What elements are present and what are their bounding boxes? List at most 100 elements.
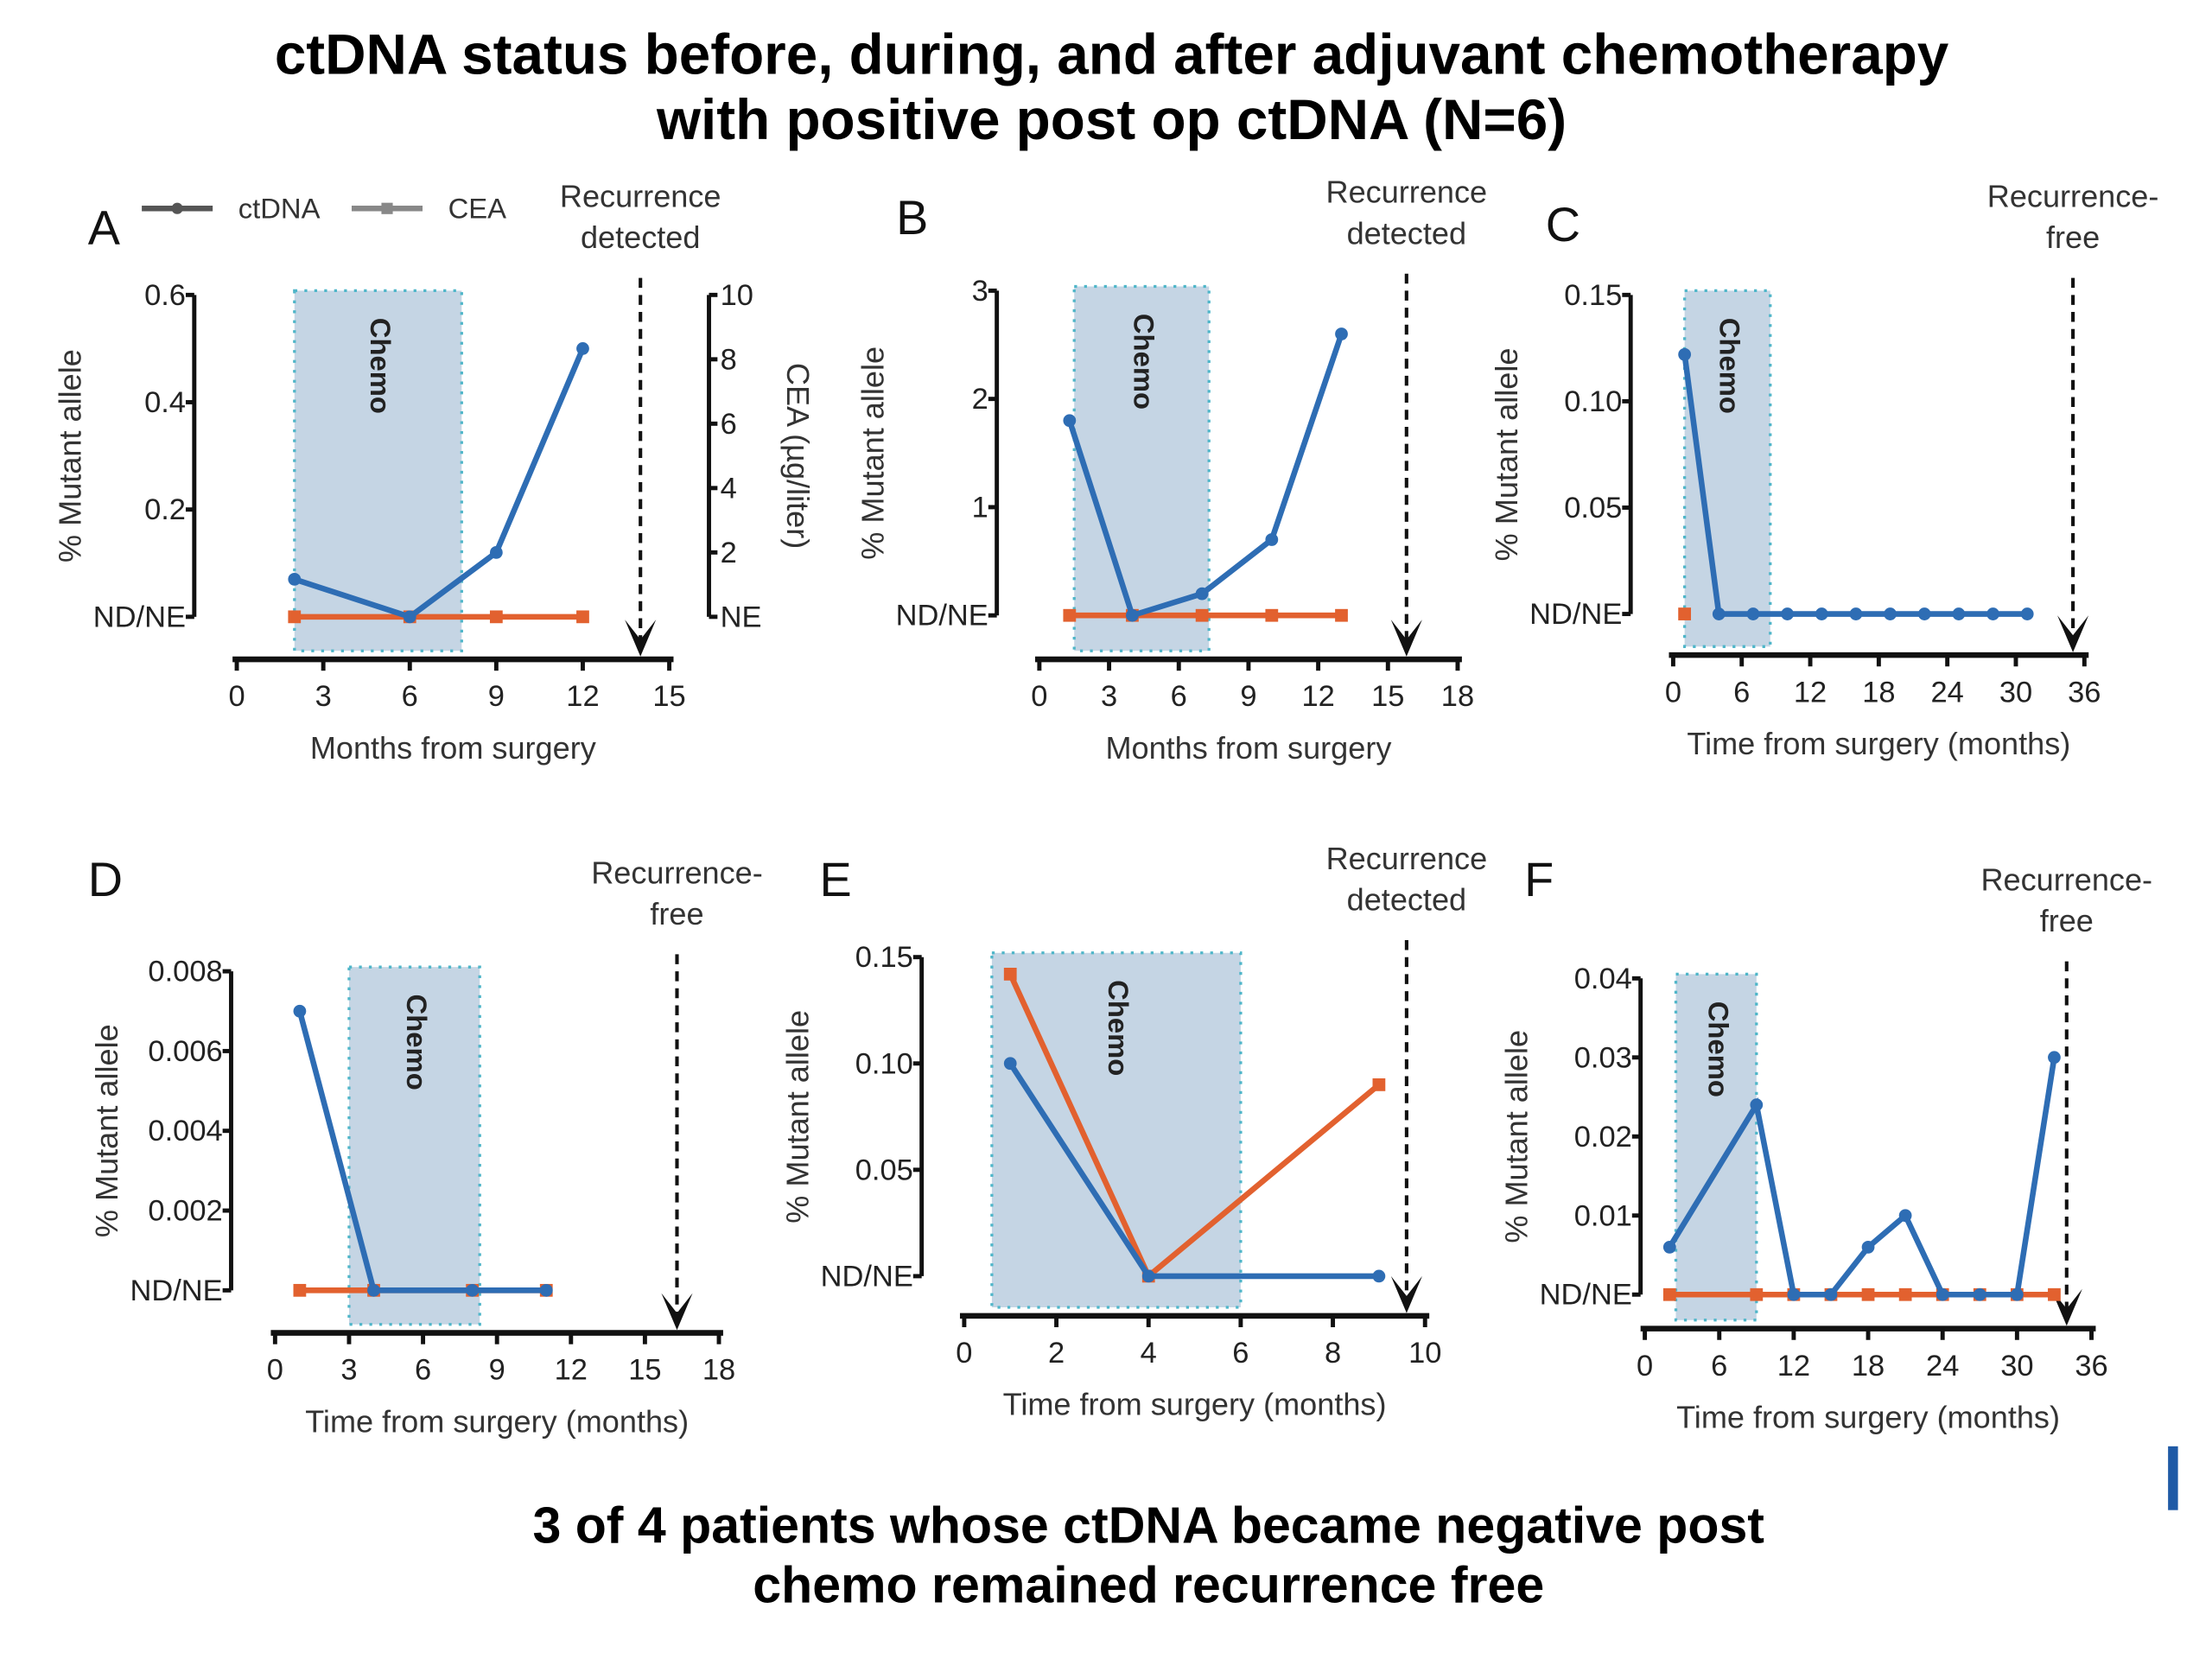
arrow-down-icon (661, 1293, 693, 1331)
panel-e: Chemo E ND/NE 0.05 0.10 0.15 % Mutant allele 0 2… (779, 841, 1487, 1422)
x-tick-label: 6 (1232, 1337, 1249, 1370)
arrow-down-icon (1390, 620, 1422, 657)
ctdna-point (1986, 607, 1999, 620)
panel-letter: D (88, 852, 123, 906)
cea-point (1898, 1287, 1912, 1301)
x-tick-label: 12 (1301, 680, 1334, 713)
arrow-down-icon (2050, 1288, 2082, 1326)
ctdna-point (1952, 607, 1966, 620)
event-label: Recurrence (1326, 175, 1488, 210)
y-tick-label: 0.10 (855, 1047, 913, 1080)
cea-point (1662, 1287, 1676, 1301)
y-tick-label: 0.004 (148, 1115, 222, 1147)
event-label: Recurrence (560, 179, 721, 214)
ctdna-point (1003, 1057, 1017, 1071)
event-label: Recurrence- (591, 855, 763, 890)
cea-point (1678, 607, 1692, 620)
x-tick-label: 3 (315, 680, 332, 713)
ctdna-point (367, 1283, 380, 1297)
cea-point (1195, 608, 1209, 622)
footer-line-1: 3 of 4 patients whose ctDNA became negat… (532, 1497, 1764, 1554)
panel-c: Chemo C ND/NE 0.05 0.10 0.15 % Mutant allele 0 6… (1489, 179, 2158, 761)
y-tick-label: ND/NE (130, 1274, 222, 1307)
x-tick-label: 9 (488, 680, 505, 713)
panel-letter: C (1546, 197, 1580, 251)
x-tick-label: 15 (628, 1354, 661, 1387)
y-tick-label: 0.15 (1564, 279, 1622, 312)
ctdna-point (1195, 587, 1209, 601)
ctdna-point (293, 1004, 307, 1018)
panel-letter: A (88, 200, 121, 254)
ctdna-point (1815, 607, 1828, 620)
y-tick-label: ND/NE (1529, 598, 1622, 631)
ctdna-point (1824, 1287, 1838, 1301)
ctdna-point (489, 545, 503, 559)
ctdna-point (1849, 607, 1863, 620)
y-axis-label: % Mutant allele (1498, 1030, 1534, 1243)
y-tick-label: 0.006 (148, 1035, 222, 1068)
cea-point (489, 610, 503, 624)
y2-axis-label: CEA (µg/liter) (780, 363, 816, 549)
event-label: Recurrence (1326, 841, 1488, 876)
cea-point (288, 610, 302, 624)
arrow-down-icon (2057, 615, 2089, 652)
x-tick-label: 6 (402, 680, 418, 713)
y2-tick-label: NE (721, 601, 762, 633)
ctdna-point (403, 610, 416, 624)
ctdna-point (1973, 1287, 1986, 1301)
x-tick-label: 0 (1637, 1350, 1653, 1382)
y-tick-label: 0.15 (855, 941, 913, 974)
y-axis-label: % Mutant allele (855, 346, 890, 560)
chemo-band (293, 289, 463, 652)
y-tick-label: ND/NE (821, 1260, 913, 1293)
chemo-band (990, 951, 1243, 1309)
ctdna-point (2020, 607, 2034, 620)
event-label: detected (1347, 215, 1466, 251)
x-tick-label: 18 (1862, 676, 1895, 709)
x-tick-label: 12 (566, 680, 599, 713)
cea-point (1265, 608, 1279, 622)
y-axis-label: % Mutant allele (53, 349, 88, 563)
series-line-ctdna (1667, 1057, 2057, 1298)
x-tick-label: 9 (1240, 680, 1256, 713)
y2-tick-label: 6 (721, 408, 737, 441)
chemo-label: Chemo (365, 318, 397, 414)
title-line-2: with positive post op ctDNA (N=6) (656, 88, 1567, 151)
panel-letter: B (896, 190, 928, 245)
event-label: Recurrence- (1987, 179, 2159, 214)
x-tick-label: 30 (2000, 1350, 2033, 1382)
y-tick-label: ND/NE (896, 600, 988, 632)
chemo-label: Chemo (1128, 314, 1160, 410)
x-tick-label: 18 (1852, 1350, 1885, 1382)
x-tick-label: 18 (702, 1354, 735, 1387)
ctdna-point (1917, 607, 1931, 620)
x-tick-label: 4 (1141, 1337, 1157, 1370)
cea-point (1750, 1287, 1764, 1301)
ctdna-point (288, 573, 302, 586)
x-tick-label: 0 (228, 680, 245, 713)
accent-bar (2168, 1446, 2178, 1510)
x-tick-label: 0 (1665, 676, 1681, 709)
x-tick-label: 36 (2068, 676, 2101, 709)
ctdna-point (1265, 533, 1279, 546)
x-tick-label: 3 (340, 1354, 357, 1387)
x-tick-label: 24 (1931, 676, 1964, 709)
x-tick-label: 0 (267, 1354, 283, 1387)
cea-point (576, 610, 589, 624)
event-label: free (650, 896, 703, 931)
ctdna-point (1781, 607, 1794, 620)
y-tick-label: 0.03 (1574, 1041, 1632, 1074)
ctdna-point (1787, 1287, 1801, 1301)
y-axis-label: % Mutant allele (779, 1010, 815, 1224)
ctdna-point (1861, 1240, 1875, 1254)
chemo-label: Chemo (1714, 318, 1746, 414)
x-axis-label: Time from surgery (months) (1687, 726, 2070, 761)
title-line-1: ctDNA status before, during, and after a… (275, 22, 1949, 86)
ctdna-point (466, 1283, 480, 1297)
cea-point (1861, 1287, 1875, 1301)
x-tick-label: 6 (1171, 680, 1187, 713)
x-tick-label: 9 (489, 1354, 505, 1387)
ctdna-point (1335, 327, 1348, 340)
event-label: detected (581, 219, 700, 255)
